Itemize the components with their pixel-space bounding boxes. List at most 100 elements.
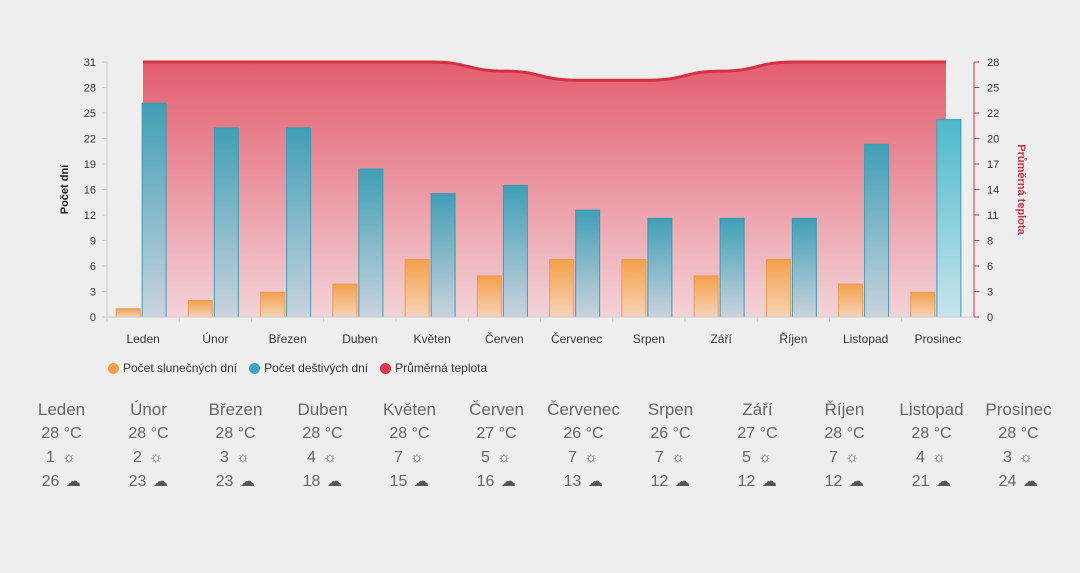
month-rain: 18 ☁ [303,470,343,494]
x-tick-label: Září [710,332,732,346]
y-tick-label-right: 28 [987,57,999,69]
month-name: Prosinec [985,400,1052,419]
bar-sun-0 [115,308,141,318]
month-rain-value: 23 [128,473,147,490]
bar-rain-10 [864,143,890,318]
month-rain-value: 23 [215,473,234,490]
legend-item-temp[interactable]: Průměrná teplota [380,361,487,375]
legend-label-sun: Počet slunečných dní [123,361,238,375]
month-sun: 2 ☼ [133,446,164,470]
bar-sun-2 [260,291,286,318]
bar-rain-11 [936,119,962,318]
y-tick-label-left: 3 [90,287,96,299]
bar-sun-3 [332,283,358,318]
month-rain-value: 16 [476,473,495,490]
month-sun: 1 ☼ [46,446,77,470]
month-summary-0: Leden 28 °C 1 ☼ 26 ☁ [18,398,105,494]
x-tick-label: Únor [202,331,228,346]
month-temp: 28 °C [911,422,951,446]
month-rain-value: 15 [389,473,408,490]
y-tick-label-left: 6 [90,261,96,273]
y-tick-label-left: 12 [84,210,96,222]
month-sun: 4 ☼ [307,446,338,470]
month-name: Srpen [647,400,694,419]
month-name: Květen [383,400,436,419]
bar-sun-7 [621,258,647,318]
month-name: Červen [469,400,524,419]
month-name: Listopad [899,400,964,419]
month-temp-value: 28 °C [911,425,952,442]
month-name: Březen [208,400,263,419]
y-tick-label-right: 20 [987,134,999,146]
y-tick-label-right: 14 [987,185,999,197]
month-sun: 3 ☼ [220,446,251,470]
month-temp: 28 °C [41,422,81,446]
month-sun: 3 ☼ [1003,446,1034,470]
y-tick-label-left: 28 [84,83,96,95]
y-tick-label-left: 9 [90,236,96,248]
month-name: Červenec [547,400,620,419]
month-rain: 23 ☁ [129,470,169,494]
month-summary-3: Duben 28 °C 4 ☼ 18 ☁ [279,398,366,494]
month-sun-value: 5 [742,449,751,466]
month-summary-11: Prosinec 28 °C 3 ☼ 24 ☁ [975,398,1062,494]
month-temp-value: 26 °C [563,425,604,442]
month-sun-value: 5 [481,449,490,466]
x-tick-label: Duben [342,332,377,346]
month-name: Říjen [824,400,865,419]
month-temp: 28 °C [389,422,429,446]
bar-rain-1 [213,127,239,318]
legend-swatch-sun [108,362,119,374]
sun-icon: ☼ [149,449,163,466]
month-sun: 7 ☼ [394,446,425,470]
month-summary-5: Červen 27 °C 5 ☼ 16 ☁ [453,398,540,494]
y-tick-label-right: 6 [987,261,993,273]
cloud-rain-icon: ☁ [65,473,81,490]
y-tick-label-right: 25 [987,83,999,95]
month-rain-value: 12 [737,473,756,490]
month-rain-value: 24 [998,473,1017,490]
bar-rain-9 [791,217,817,318]
month-temp-value: 28 °C [998,425,1039,442]
month-temp-value: 28 °C [215,425,256,442]
bar-rain-0 [141,102,167,318]
bar-sun-1 [187,300,213,318]
month-sun-value: 7 [394,449,403,466]
month-summary-7: Srpen 26 °C 7 ☼ 12 ☁ [627,398,714,494]
cloud-rain-icon: ☁ [848,473,864,490]
month-temp: 28 °C [824,422,864,446]
legend-item-rain[interactable]: Počet deštivých dní [249,361,368,375]
temperature-line [143,60,946,82]
cloud-rain-icon: ☁ [935,473,951,490]
x-tick-label: Srpen [633,332,665,346]
month-temp: 26 °C [563,422,603,446]
month-temp-value: 26 °C [650,425,691,442]
x-tick-label: Červenec [551,331,602,346]
month-name: Duben [297,400,348,419]
month-temp: 28 °C [128,422,168,446]
month-temp: 28 °C [998,422,1038,446]
month-rain-value: 21 [911,473,930,490]
month-name: Únor [130,400,167,419]
bar-sun-10 [838,283,864,318]
y-tick-label-right: 3 [987,287,993,299]
x-tick-label: Březen [269,332,307,346]
month-rain: 12 ☁ [651,470,691,494]
month-rain: 16 ☁ [477,470,517,494]
month-summary-8: Září 27 °C 5 ☼ 12 ☁ [714,398,801,494]
y-tick-label-left: 19 [84,159,96,171]
y-axis-title-right: Průměrná teplota [1015,144,1027,235]
sun-icon: ☼ [497,449,511,466]
sun-icon: ☼ [932,449,946,466]
month-rain: 12 ☁ [825,470,865,494]
month-sun-value: 7 [655,449,664,466]
month-summary-10: Listopad 28 °C 4 ☼ 21 ☁ [888,398,975,494]
month-rain: 23 ☁ [216,470,256,494]
month-sun-value: 3 [1003,449,1012,466]
legend-item-sun[interactable]: Počet slunečných dní [108,361,237,375]
month-rain: 24 ☁ [999,470,1039,494]
cloud-rain-icon: ☁ [761,473,777,490]
y-tick-label-left: 0 [90,312,96,324]
month-name: Září [742,400,773,419]
month-rain-value: 12 [650,473,669,490]
